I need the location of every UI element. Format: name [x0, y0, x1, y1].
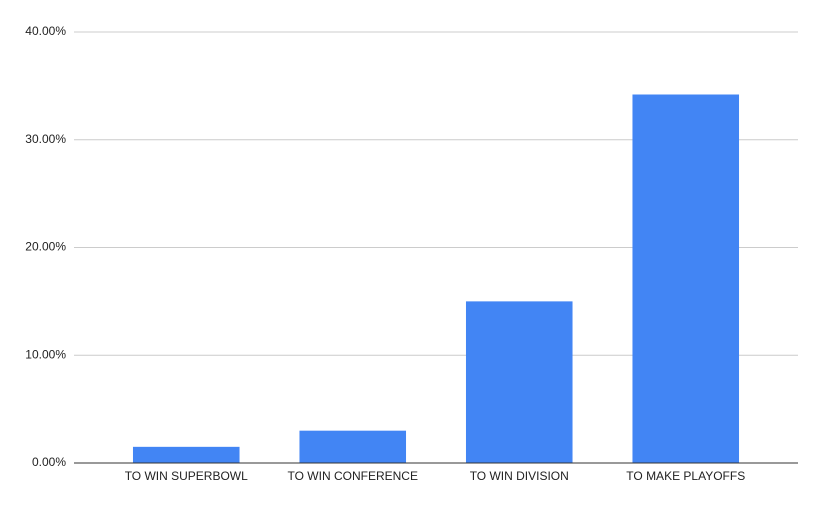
y-tick-label: 0.00% [32, 455, 66, 469]
x-tick-label: TO MAKE PLAYOFFS [626, 469, 745, 483]
bar [632, 94, 740, 464]
y-tick-label: 40.00% [25, 24, 66, 38]
bar [465, 301, 573, 463]
x-tick-label: TO WIN CONFERENCE [288, 469, 418, 483]
x-tick-label: TO WIN DIVISION [470, 469, 569, 483]
y-tick-label: 30.00% [25, 132, 66, 146]
x-tick-label: TO WIN SUPERBOWL [125, 469, 248, 483]
bar [299, 430, 407, 463]
y-tick-label: 10.00% [25, 347, 66, 361]
y-tick-label: 20.00% [25, 240, 66, 254]
bar [132, 446, 240, 463]
